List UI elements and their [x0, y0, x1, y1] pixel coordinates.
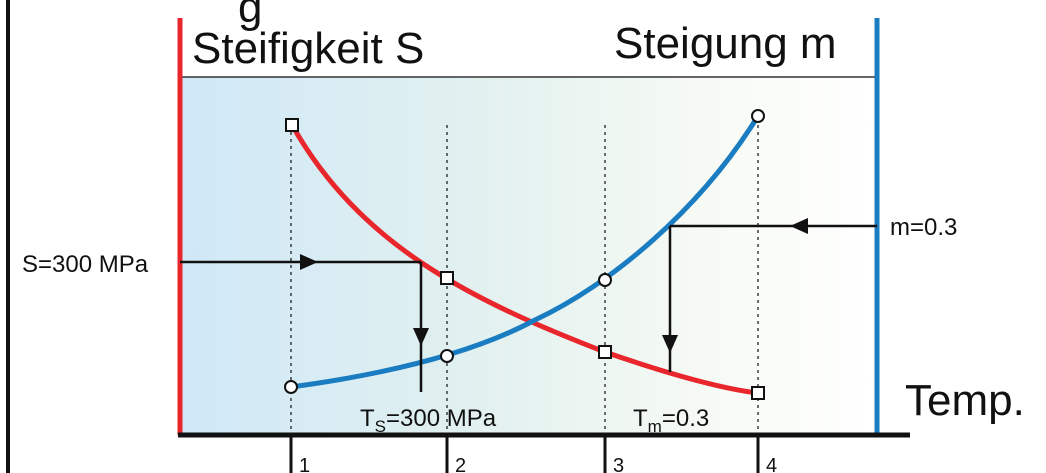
stiffness-curve: [289, 123, 759, 396]
tick-label-4: 4: [766, 455, 777, 473]
m-arrow-left-head: [790, 218, 808, 234]
s-arrow-right-head: [300, 254, 318, 270]
stiffness-marker-2: [440, 271, 454, 285]
slope-curve: [290, 114, 761, 390]
s-arrow-down-head: [413, 328, 429, 346]
tick-label-3: 3: [613, 455, 624, 473]
slope-heading: Steigung m: [614, 19, 837, 68]
m-arrow-down-head: [662, 335, 678, 353]
s-threshold-arrow: [180, 254, 429, 392]
stiffness-marker-4: [751, 386, 765, 400]
title-fragment: g: [238, 0, 262, 32]
s-threshold-label: S=300 MPa: [22, 251, 149, 278]
ts-label: TS=300 MPa: [360, 405, 497, 436]
tick-label-1: 1: [299, 455, 310, 473]
m-threshold-arrow: [662, 218, 877, 372]
stiffness-marker-3: [598, 345, 612, 359]
slope-marker-4: [751, 109, 765, 123]
stiffness-markers: [285, 118, 765, 400]
plot-background: [180, 77, 877, 435]
tick-label-2: 2: [455, 455, 466, 473]
slope-marker-1: [284, 380, 298, 394]
axis-ticks: [289, 435, 760, 473]
stiffness-heading: Steifigkeit S: [192, 24, 424, 73]
slope-marker-2: [440, 349, 454, 363]
m-threshold-label: m=0.3: [890, 214, 957, 241]
tm-label: Tm=0.3: [633, 405, 709, 436]
slope-marker-3: [598, 273, 612, 287]
slope-markers: [284, 109, 765, 394]
temperature-axis-label: Temp.: [905, 376, 1025, 425]
stiffness-marker-1: [285, 118, 299, 132]
